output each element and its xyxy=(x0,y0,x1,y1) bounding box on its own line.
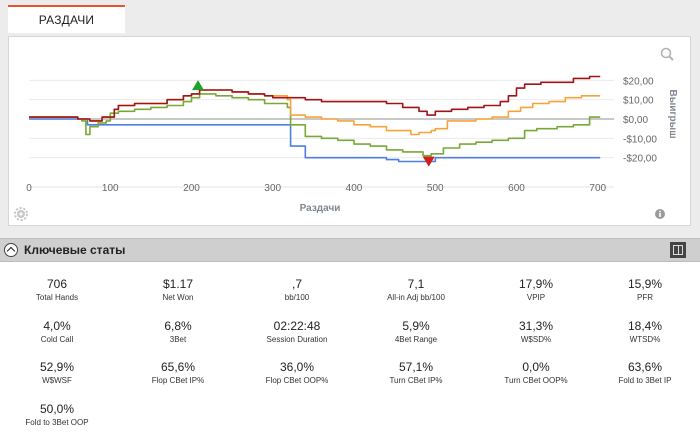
key-stats-header: Ключевые статы xyxy=(0,238,700,262)
key-stats-grid: 706 Total Hands $1.17 Net Won ,7 bb/100 7,1 All… xyxy=(0,262,700,448)
chart-markers xyxy=(192,80,435,167)
stat-cell: 57,1% Turn CBet IP% xyxy=(356,360,476,386)
stat-label: Turn CBet OOP% xyxy=(504,376,568,385)
y-tick-label: $10,00 xyxy=(623,96,654,107)
stat-value: 0,0% xyxy=(522,360,550,374)
stat-label: VPIP xyxy=(526,293,546,302)
zoom-icon[interactable] xyxy=(660,47,674,61)
stat-cell: 63,6% Fold to 3Bet IP xyxy=(585,360,700,386)
stat-label: W$WSF xyxy=(42,376,72,385)
stat-label: Session Duration xyxy=(266,335,328,344)
stat-label: Flop CBet IP% xyxy=(151,376,205,385)
stat-label: 3Bet xyxy=(169,335,187,344)
stat-cell: 02:22:48 Session Duration xyxy=(237,319,357,345)
stat-value: 6,8% xyxy=(164,319,192,333)
info-icon[interactable] xyxy=(655,209,665,219)
x-tick-label: 0 xyxy=(26,183,32,194)
stat-cell: 36,0% Flop CBet OOP% xyxy=(237,360,357,386)
stat-label: W$SD% xyxy=(520,335,552,344)
x-tick-label: 300 xyxy=(264,183,281,194)
stat-value: 4,0% xyxy=(43,319,71,333)
top-bar: РАЗДАЧИ xyxy=(0,0,700,36)
stat-cell: 15,9% PFR xyxy=(585,277,700,303)
x-axis-label: Раздачи xyxy=(300,203,341,214)
stat-value: 57,1% xyxy=(398,360,434,374)
stat-cell: 31,3% W$SD% xyxy=(476,319,596,345)
stat-value: 63,6% xyxy=(627,360,663,374)
stat-label: Turn CBet IP% xyxy=(389,376,443,385)
stat-label: 4Bet Range xyxy=(394,335,438,344)
min-marker xyxy=(422,156,435,167)
y-tick-label: $0,00 xyxy=(623,115,648,126)
stat-value: 17,9% xyxy=(518,277,554,291)
stat-label: PFR xyxy=(637,293,653,302)
stat-value: 15,9% xyxy=(627,277,663,291)
stat-label: Flop CBet OOP% xyxy=(265,376,329,385)
stat-cell: 706 Total Hands xyxy=(0,277,117,303)
stat-cell: 7,1 All-in Adj bb/100 xyxy=(356,277,476,303)
y-tick-label: -$20,00 xyxy=(623,154,657,165)
stat-label: All-in Adj bb/100 xyxy=(387,293,445,302)
stat-value: ,7 xyxy=(291,277,302,291)
stat-label: Net Won xyxy=(162,293,194,302)
stat-cell: 0,0% Turn CBet OOP% xyxy=(476,360,596,386)
chart-gridlines xyxy=(29,79,614,188)
y-tick-label: $20,00 xyxy=(623,76,654,87)
stat-cell: $1.17 Net Won xyxy=(118,277,238,303)
y-axis-ticks: $20,00 $10,00 $0,00 -$10,00 -$20,00 xyxy=(623,76,657,164)
y-axis-label: Выигрыш xyxy=(667,89,678,138)
red-series-line xyxy=(29,75,601,122)
stat-cell: ,7 bb/100 xyxy=(237,277,357,303)
stat-value: 31,3% xyxy=(518,319,554,333)
stat-cell: 6,8% 3Bet xyxy=(118,319,238,345)
stat-cell: 4,0% Cold Call xyxy=(0,319,117,345)
x-tick-label: 400 xyxy=(346,183,363,194)
blue-series-line xyxy=(29,118,601,163)
stat-value: 50,0% xyxy=(39,402,75,416)
max-marker xyxy=(192,80,204,91)
stat-value: 52,9% xyxy=(39,360,75,374)
stat-value: $1.17 xyxy=(162,277,194,291)
stat-label: Fold to 3Bet OOP xyxy=(25,418,89,427)
stat-value: 18,4% xyxy=(627,319,663,333)
layout-columns-icon[interactable] xyxy=(670,242,686,258)
stat-label: Cold Call xyxy=(40,335,74,344)
x-tick-label: 700 xyxy=(589,183,606,194)
stat-value: 706 xyxy=(46,277,68,291)
stat-label: WTSD% xyxy=(629,335,661,344)
x-axis-ticks: 0 100 200 300 400 500 600 700 xyxy=(26,183,606,194)
stat-value: 36,0% xyxy=(279,360,315,374)
winnings-chart: 0 100 200 300 400 500 600 700 $20,00 $10,00 $0,00… xyxy=(14,47,678,221)
stat-value: 02:22:48 xyxy=(273,319,321,333)
stat-value: 7,1 xyxy=(407,277,425,291)
x-tick-label: 200 xyxy=(183,183,200,194)
stat-cell: 17,9% VPIP xyxy=(476,277,596,303)
tab-hands[interactable]: РАЗДАЧИ xyxy=(8,5,125,33)
settings-gear-icon[interactable] xyxy=(14,207,28,221)
x-tick-label: 500 xyxy=(427,183,444,194)
stat-value: 5,9% xyxy=(402,319,430,333)
key-stats-title: Ключевые статы xyxy=(24,243,126,257)
chart-series xyxy=(29,75,601,163)
y-tick-label: -$10,00 xyxy=(623,134,657,145)
stat-cell: 52,9% W$WSF xyxy=(0,360,117,386)
stat-label: bb/100 xyxy=(284,293,310,302)
stat-label: Total Hands xyxy=(35,293,79,302)
collapse-chevron-up-icon[interactable] xyxy=(4,243,18,257)
x-tick-label: 600 xyxy=(508,183,525,194)
stat-cell: 65,6% Flop CBet IP% xyxy=(118,360,238,386)
stat-cell: 18,4% WTSD% xyxy=(585,319,700,345)
x-tick-label: 100 xyxy=(102,183,119,194)
stat-label: Fold to 3Bet IP xyxy=(618,376,672,385)
stat-cell: 50,0% Fold to 3Bet OOP xyxy=(0,402,117,428)
chart-panel: 0 100 200 300 400 500 600 700 $20,00 $10,00 $0,00… xyxy=(8,36,691,226)
stat-cell: 5,9% 4Bet Range xyxy=(356,319,476,345)
stat-value: 65,6% xyxy=(160,360,196,374)
